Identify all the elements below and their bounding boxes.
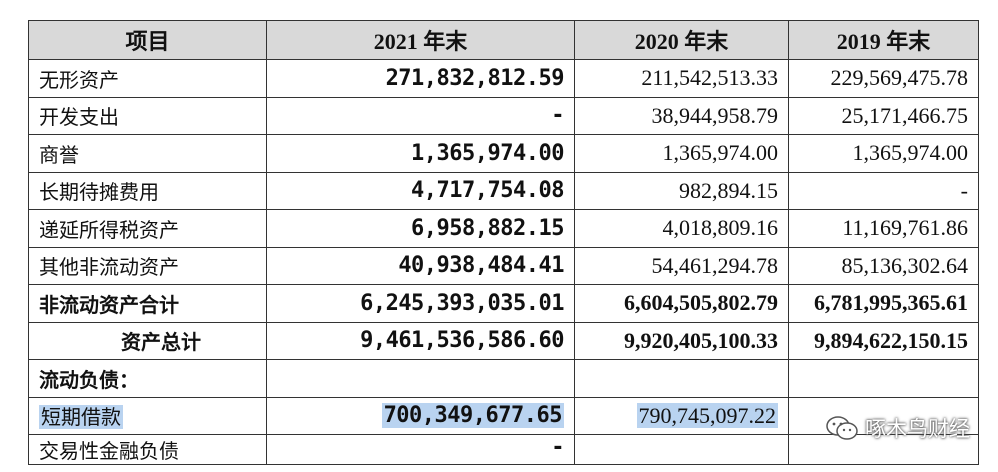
- cell-2020: [574, 359, 789, 398]
- cell-2019: 1,365,974.00: [788, 134, 979, 173]
- cell-2019: 11,169,761.86: [788, 209, 979, 248]
- table-row: 其他非流动资产 40,938,484.41 54,461,294.78 85,1…: [28, 246, 979, 285]
- row-label: 无形资产: [28, 59, 267, 98]
- cell-2020: [574, 434, 789, 465]
- cell-2020: 54,461,294.78: [574, 246, 789, 285]
- row-label: 非流动资产合计: [28, 284, 267, 323]
- watermark-text: 啄木鸟财经: [865, 417, 970, 441]
- row-label: 短期借款: [28, 396, 267, 435]
- table-row: 开发支出 - 38,944,958.79 25,171,466.75: [28, 96, 979, 135]
- row-label: 交易性金融负债: [28, 434, 267, 465]
- header-2019: 2019 年末: [788, 20, 979, 60]
- header-2020: 2020 年末: [574, 20, 789, 60]
- cell-2019: [788, 396, 979, 435]
- cell-2021: -: [266, 434, 575, 465]
- table-row: 递延所得税资产 6,958,882.15 4,018,809.16 11,169…: [28, 209, 979, 248]
- table-row: 无形资产 271,832,812.59 211,542,513.33 229,5…: [28, 59, 979, 98]
- cell-2020: 38,944,958.79: [574, 96, 789, 135]
- cell-2019: [788, 359, 979, 398]
- cell-2020: 4,018,809.16: [574, 209, 789, 248]
- cell-2021: [266, 359, 575, 398]
- row-label: 长期待摊费用: [28, 171, 267, 210]
- cell-2020: 982,894.15: [574, 171, 789, 210]
- cell-2020: 790,745,097.22: [574, 396, 789, 435]
- cell-2019: 229,569,475.78: [788, 59, 979, 98]
- cell-2019: -: [788, 171, 979, 210]
- row-label: 递延所得税资产: [28, 209, 267, 248]
- header-item: 项目: [28, 20, 267, 60]
- highlighted-value-2021: 700,349,677.65: [381, 403, 564, 429]
- highlighted-label: 短期借款: [39, 405, 123, 430]
- subtotal-row: 非流动资产合计 6,245,393,035.01 6,604,505,802.7…: [28, 284, 979, 323]
- highlighted-value-2020: 790,745,097.22: [636, 402, 778, 428]
- cell-2019: 9,894,622,150.15: [788, 321, 979, 360]
- cell-2021: 40,938,484.41: [266, 246, 575, 285]
- cell-2020: 6,604,505,802.79: [574, 284, 789, 323]
- watermark: 啄木鸟财经: [825, 413, 970, 443]
- table-row: 长期待摊费用 4,717,754.08 982,894.15 -: [28, 171, 979, 210]
- cell-2020: 9,920,405,100.33: [574, 321, 789, 360]
- balance-sheet-table: 项目 2021 年末 2020 年末 2019 年末 无形资产 271,832,…: [28, 20, 979, 465]
- table-row-partial: 交易性金融负债 -: [28, 434, 979, 465]
- cell-2021: -: [266, 96, 575, 135]
- cell-2021: 700,349,677.65: [266, 396, 575, 435]
- cell-2021: 4,717,754.08: [266, 171, 575, 210]
- table-header-row: 项目 2021 年末 2020 年末 2019 年末: [28, 20, 979, 60]
- row-label: 开发支出: [28, 96, 267, 135]
- wechat-icon: [826, 416, 858, 440]
- cell-2020: 1,365,974.00: [574, 134, 789, 173]
- total-row: 资产总计 9,461,536,586.60 9,920,405,100.33 9…: [28, 321, 979, 360]
- cell-2019: 85,136,302.64: [788, 246, 979, 285]
- cell-2021: 6,245,393,035.01: [266, 284, 575, 323]
- table-row: 商誉 1,365,974.00 1,365,974.00 1,365,974.0…: [28, 134, 979, 173]
- row-label: 商誉: [28, 134, 267, 173]
- section-header-row: 流动负债：: [28, 359, 979, 398]
- section-label: 流动负债：: [28, 359, 267, 398]
- financial-table-container: 项目 2021 年末 2020 年末 2019 年末 无形资产 271,832,…: [28, 20, 979, 465]
- cell-2021: 9,461,536,586.60: [266, 321, 575, 360]
- cell-2019: [788, 434, 979, 465]
- row-label: 资产总计: [28, 321, 267, 360]
- cell-2020: 211,542,513.33: [574, 59, 789, 98]
- cell-2019: 6,781,995,365.61: [788, 284, 979, 323]
- cell-2021: 6,958,882.15: [266, 209, 575, 248]
- row-label: 其他非流动资产: [28, 246, 267, 285]
- cell-2021: 271,832,812.59: [266, 59, 575, 98]
- header-2021: 2021 年末: [266, 20, 575, 60]
- cell-2021: 1,365,974.00: [266, 134, 575, 173]
- cell-2019: 25,171,466.75: [788, 96, 979, 135]
